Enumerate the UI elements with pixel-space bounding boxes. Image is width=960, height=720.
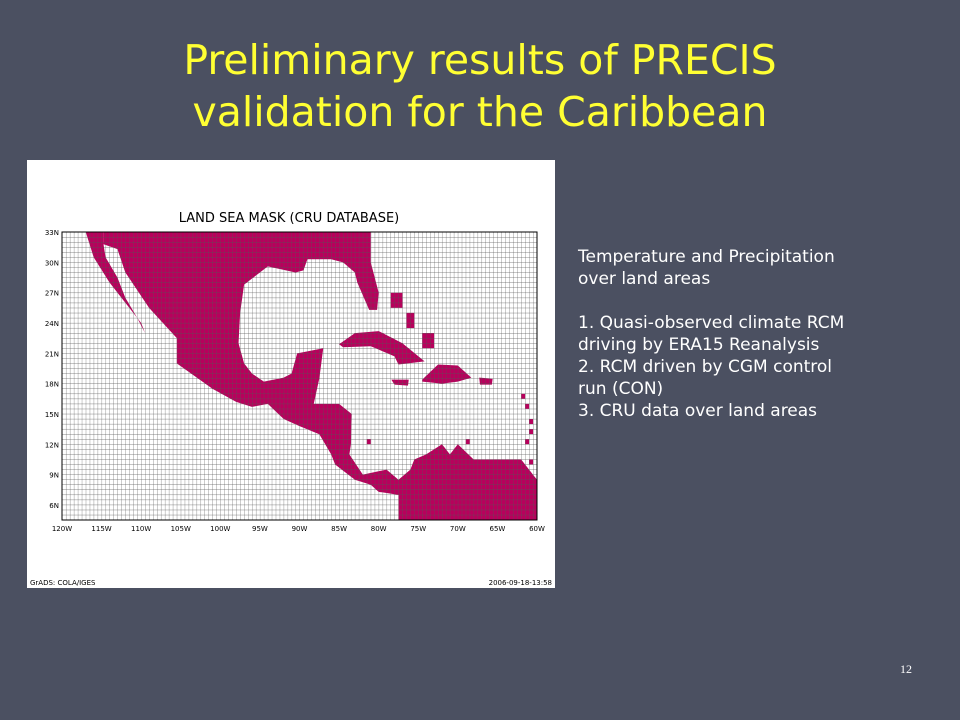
map-grid — [62, 232, 537, 520]
notes-line: run (CON) — [578, 379, 664, 399]
lon-label: 100W — [210, 525, 230, 533]
lat-label: 6N — [49, 502, 59, 510]
notes-line: 1. Quasi-observed climate RCM — [578, 313, 845, 333]
title-line: validation for the Caribbean — [192, 88, 768, 136]
lon-label: 115W — [91, 525, 111, 533]
lon-label: 110W — [131, 525, 151, 533]
map-title: LAND SEA MASK (CRU DATABASE) — [179, 211, 399, 226]
slide-number: 12 — [900, 662, 912, 676]
map-timestamp: 2006-09-18-13:58 — [489, 579, 552, 587]
lon-label: 90W — [292, 525, 308, 533]
lat-label: 27N — [45, 290, 59, 298]
lat-label: 24N — [45, 320, 59, 328]
lat-label: 12N — [45, 441, 59, 449]
lon-label: 80W — [371, 525, 387, 533]
lon-label: 95W — [252, 525, 268, 533]
map-frame — [61, 231, 538, 521]
lon-label: 70W — [450, 525, 466, 533]
lat-label: 9N — [49, 472, 59, 480]
notes-line: 3. CRU data over land areas — [578, 401, 818, 421]
lon-label: 120W — [52, 525, 72, 533]
lat-label: 30N — [45, 259, 59, 267]
notes-line: driving by ERA15 Reanalysis — [578, 335, 820, 355]
title-line: Preliminary results of PRECIS — [183, 36, 777, 84]
map-credit: GrADS: COLA/IGES — [30, 579, 96, 587]
notes: Temperature and Precipitation over land … — [578, 246, 844, 422]
lat-label: 18N — [45, 381, 59, 389]
map-image: LAND SEA MASK (CRU DATABASE) GrADS: COLA… — [27, 160, 555, 588]
lon-label: 105W — [171, 525, 191, 533]
lon-label: 75W — [410, 525, 426, 533]
notes-line: Temperature and Precipitation — [578, 247, 835, 267]
lat-label: 15N — [45, 411, 59, 419]
lon-label: 85W — [331, 525, 347, 533]
notes-line: over land areas — [578, 269, 711, 289]
lon-label: 65W — [489, 525, 505, 533]
notes-line: 2. RCM driven by CGM control — [578, 357, 833, 377]
slide-title: Preliminary results of PRECIS validation… — [0, 34, 960, 138]
lat-label: 33N — [45, 229, 59, 237]
lat-label: 21N — [45, 350, 59, 358]
lon-label: 60W — [529, 525, 545, 533]
